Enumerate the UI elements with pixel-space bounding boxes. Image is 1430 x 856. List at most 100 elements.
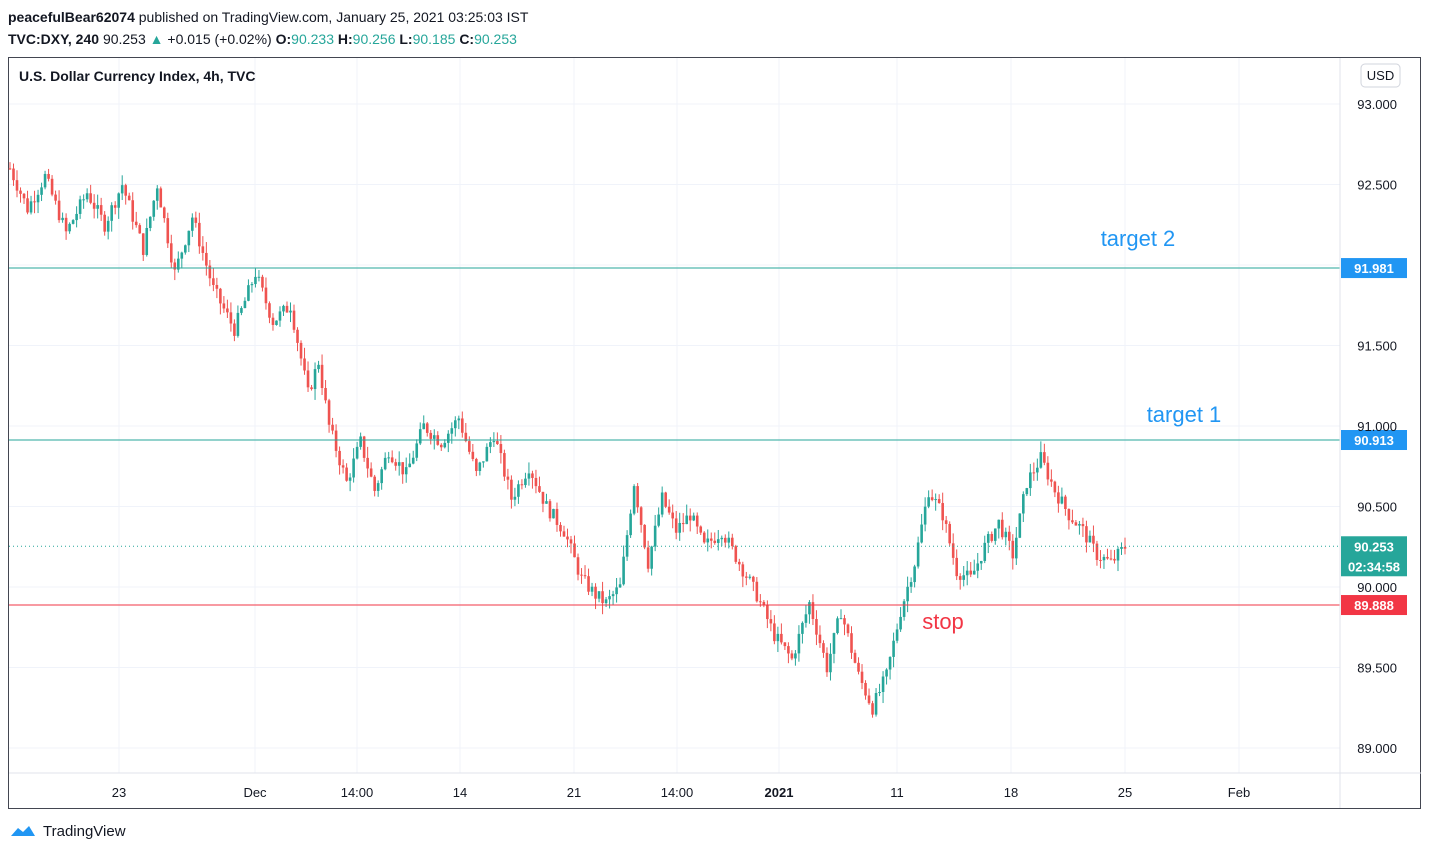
candle-body: [895, 629, 899, 641]
candle-body: [366, 457, 369, 469]
candle-body: [923, 506, 927, 525]
candle-body: [345, 467, 348, 481]
candle-body: [829, 653, 832, 673]
candle-body: [383, 457, 387, 470]
candle-body: [534, 477, 538, 487]
candle-body: [446, 433, 450, 443]
candle-body: [576, 557, 580, 575]
candle-body: [843, 618, 846, 625]
candle-body: [934, 499, 937, 501]
author-name[interactable]: peacefulBear62074: [8, 9, 135, 25]
candle-body: [611, 594, 615, 597]
candle-body: [229, 312, 233, 324]
x-tick-label: 25: [1118, 785, 1132, 800]
candle-body: [226, 308, 229, 313]
candle-body: [615, 587, 618, 595]
y-tick-label: 89.000: [1357, 741, 1397, 756]
candle-body: [15, 180, 19, 191]
candle-body: [180, 252, 184, 259]
candle-body: [485, 446, 489, 462]
candle-body: [376, 483, 380, 491]
candle-body: [1060, 496, 1064, 504]
chart-title: U.S. Dollar Currency Index, 4h, TVC: [19, 68, 256, 84]
horizontal-lines: target 2 91.981 target 1 90.913 stop 89.888 90…: [9, 226, 1407, 634]
x-tick-label: 14: [453, 785, 467, 800]
candle-body: [569, 539, 573, 544]
candle-body: [120, 185, 124, 194]
candle-body: [709, 538, 713, 541]
candle-body: [762, 601, 766, 606]
candle-body: [489, 442, 492, 447]
candle-body: [19, 190, 22, 194]
candle-body: [348, 477, 352, 481]
axes: 93.000 92.500 91.500 91.000 90.500 90.000 89.5…: [112, 97, 1397, 800]
candle-body: [513, 496, 517, 500]
y-tick-label: 90.000: [1357, 580, 1397, 595]
candle-body: [815, 618, 818, 635]
tradingview-logo[interactable]: TradingView: [8, 822, 126, 840]
candle-body: [808, 602, 811, 615]
candle-body: [1088, 535, 1092, 543]
candle-body: [846, 624, 850, 634]
candle-body: [965, 570, 969, 576]
x-tick-label: 21: [567, 785, 581, 800]
low-label: L:: [399, 31, 413, 47]
candle-body: [64, 217, 68, 232]
open-label: O:: [275, 31, 292, 47]
low-value: 90.185: [412, 31, 456, 47]
candle-body: [8, 168, 12, 170]
candle-body: [320, 364, 324, 389]
candle-body: [492, 441, 496, 443]
candle-body: [1081, 524, 1085, 527]
candle-body: [969, 570, 973, 575]
candle-body: [236, 312, 240, 336]
candle-body: [674, 518, 678, 533]
candle-body: [780, 633, 783, 643]
candle-body: [748, 576, 752, 578]
candle-body: [1007, 531, 1011, 541]
brand-name: TradingView: [43, 822, 126, 840]
candle-body: [759, 601, 762, 603]
currency-button[interactable]: USD: [1360, 63, 1401, 88]
candle-body: [387, 457, 390, 459]
candle-body: [864, 682, 867, 696]
x-tick-label: Feb: [1228, 785, 1250, 800]
candle-body: [82, 199, 85, 201]
candle-body: [657, 514, 660, 526]
candle-body: [1095, 543, 1099, 560]
last-price-tag: [1341, 536, 1407, 577]
candle-body: [145, 228, 149, 255]
level-label: target 2: [1101, 226, 1176, 251]
candle-body: [331, 424, 334, 431]
candle-body: [839, 618, 843, 620]
candle-body: [317, 364, 320, 370]
candle-body: [871, 703, 874, 715]
candle-body: [50, 178, 54, 195]
candle-body: [678, 522, 682, 533]
candle-body: [927, 497, 930, 507]
candle-body: [177, 258, 180, 270]
candle-body: [776, 633, 780, 642]
x-tick-label: 2021: [765, 785, 794, 800]
candle-body: [594, 586, 597, 599]
candle-body: [520, 484, 524, 486]
candle-body: [555, 508, 559, 525]
candle-body: [902, 601, 906, 617]
candle-body: [573, 543, 576, 558]
chart-frame[interactable]: [8, 57, 1421, 809]
candle-body: [801, 622, 804, 634]
candle-body: [341, 465, 345, 468]
last-price: 90.253: [102, 31, 146, 47]
candle-body: [853, 652, 857, 663]
candle-body: [818, 634, 822, 644]
candle-body: [475, 458, 478, 471]
candle-body: [738, 561, 741, 565]
candle-body: [162, 207, 166, 219]
candle-body: [899, 616, 902, 630]
candle-body: [583, 575, 587, 577]
candle-body: [650, 546, 653, 569]
y-tick-label: 93.000: [1357, 97, 1397, 112]
candle-body: [201, 246, 205, 253]
candle-body: [867, 695, 871, 704]
